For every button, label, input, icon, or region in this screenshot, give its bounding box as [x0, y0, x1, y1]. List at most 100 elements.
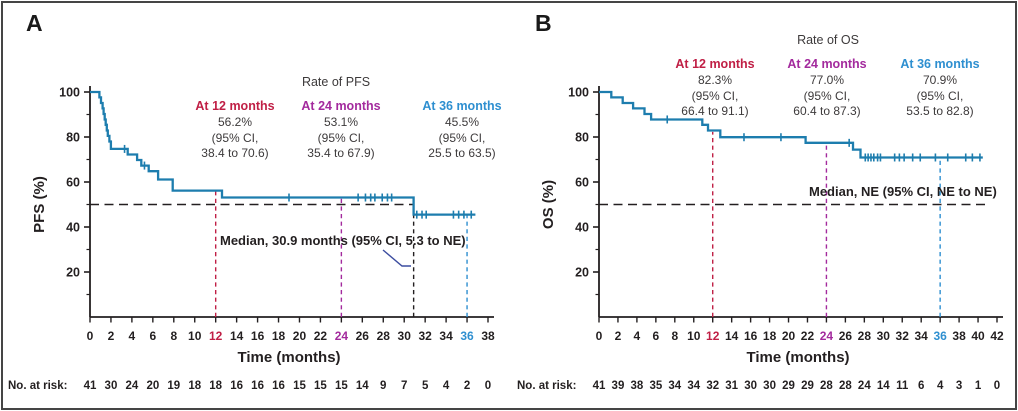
- pfs-24mo-header: At 24 months: [301, 99, 381, 113]
- os-rate-12mo-annotation: At 12 months 82.3% (95% CI, 66.4 to 91.1…: [675, 57, 754, 120]
- km-curve: [599, 90, 983, 159]
- os-median-label: Median, NE (95% CI, NE to NE): [809, 184, 997, 199]
- risk-count: 3: [956, 380, 962, 392]
- x-tick-label: 0: [596, 329, 603, 343]
- risk-count: 41: [593, 380, 606, 392]
- pfs-median-label: Median, 30.9 months (95% CI, 5.3 to NE): [220, 233, 466, 248]
- x-tick-label: 42: [990, 329, 1004, 343]
- panel-letter-b: B: [535, 10, 553, 36]
- risk-count: 38: [631, 380, 644, 392]
- risk-count: 0: [485, 380, 491, 392]
- x-tick-label: 16: [251, 329, 265, 343]
- timepoint-vlines: [712, 131, 941, 317]
- axes: [89, 86, 494, 318]
- os-36mo-ci-line2: 53.5 to 82.8): [906, 104, 974, 119]
- risk-table: No. at risk: 41 39 38 35 34 34 32 31 30 30 29 29 28 28…: [517, 380, 1000, 392]
- x-tick-label: 2: [615, 329, 622, 343]
- y-tick-label: 100: [59, 86, 80, 100]
- x-tick-label: 14: [230, 329, 244, 343]
- x-tick-label: 20: [293, 329, 307, 343]
- x-tick-label: 28: [858, 329, 872, 343]
- risk-count: 19: [167, 380, 180, 392]
- risk-table-label: No. at risk:: [8, 380, 67, 392]
- risk-table: No. at risk: 41 30 24 20 19 18 18 16 16 16 15 15 15 14…: [8, 380, 491, 392]
- x-axis-title: Time (months): [237, 349, 340, 366]
- risk-count: 39: [612, 380, 625, 392]
- x-tick-label: 16: [744, 329, 758, 343]
- panel-os: 20 40 60 80 100 0 2 4 6 8 10 12 14 16 18 20 22 24 26 28 30 32…: [509, 0, 1018, 411]
- x-tick-label: 0: [87, 329, 94, 343]
- x-tick-label: 34: [915, 329, 929, 343]
- risk-count: 14: [356, 380, 369, 392]
- x-tick-label: 36: [460, 329, 474, 343]
- risk-count: 16: [230, 380, 243, 392]
- pfs-12mo-value: 56.2%: [217, 114, 253, 129]
- y-tick-label: 20: [66, 266, 80, 280]
- x-axis-ticks: 0 2 4 6 8 10 12 14 16 18 20 22 24 26 28 30 32 34 36 38 40 42: [596, 317, 1004, 343]
- risk-count: 24: [858, 380, 871, 392]
- y-axis-title: OS (%): [540, 180, 557, 229]
- os-rate-24mo-annotation: At 24 months 77.0% (95% CI, 60.4 to 87.3…: [787, 57, 866, 120]
- x-tick-label: 4: [129, 329, 136, 343]
- x-tick-label: 38: [481, 329, 495, 343]
- x-tick-label: 34: [439, 329, 453, 343]
- x-tick-label: 24: [820, 329, 834, 343]
- os-rate-36mo-annotation: At 36 months 70.9% (95% CI, 53.5 to 82.8…: [900, 57, 979, 120]
- y-tick-label: 40: [66, 221, 80, 235]
- pfs-12mo-ci-line1: (95% CI,: [211, 130, 259, 145]
- x-tick-label: 36: [933, 329, 947, 343]
- x-axis-title: Time (months): [746, 349, 849, 366]
- risk-count: 29: [782, 380, 795, 392]
- x-tick-label: 28: [377, 329, 391, 343]
- os-36mo-ci-line1: (95% CI,: [916, 88, 964, 103]
- x-tick-label: 8: [671, 329, 678, 343]
- y-tick-label: 60: [66, 176, 80, 190]
- y-tick-label: 40: [575, 221, 589, 235]
- risk-count: 28: [820, 380, 833, 392]
- pfs-12mo-header: At 12 months: [195, 99, 275, 113]
- y-axis-ticks: 20 40 60 80 100: [59, 86, 90, 296]
- risk-count: 41: [84, 380, 97, 392]
- pfs-36mo-ci-line1: (95% CI,: [438, 130, 486, 145]
- x-tick-label: 8: [170, 329, 177, 343]
- x-tick-label: 22: [801, 329, 815, 343]
- x-tick-label: 38: [952, 329, 966, 343]
- risk-count: 14: [877, 380, 890, 392]
- censor-marks: [666, 115, 981, 162]
- x-tick-label: 26: [356, 329, 370, 343]
- x-tick-label: 12: [209, 329, 223, 343]
- pfs-24mo-ci-line1: (95% CI,: [317, 130, 365, 145]
- y-axis-ticks: 20 40 60 80 100: [568, 86, 599, 296]
- risk-count: 4: [443, 380, 450, 392]
- risk-count: 5: [422, 380, 429, 392]
- x-tick-label: 32: [418, 329, 432, 343]
- risk-table-label: No. at risk:: [517, 380, 576, 392]
- timepoint-vlines: [214, 190, 468, 317]
- x-tick-label: 18: [763, 329, 777, 343]
- x-tick-label: 4: [634, 329, 641, 343]
- risk-count: 29: [801, 380, 814, 392]
- pfs-rate-12mo-annotation: At 12 months 56.2% (95% CI, 38.4 to 70.6…: [195, 99, 274, 162]
- pfs-rate-24mo-annotation: At 24 months 53.1% (95% CI, 35.4 to 67.9…: [301, 99, 380, 162]
- x-tick-label: 6: [149, 329, 156, 343]
- pfs-24mo-value: 53.1%: [323, 114, 359, 129]
- x-tick-label: 14: [725, 329, 739, 343]
- x-tick-label: 12: [706, 329, 720, 343]
- pfs-12mo-ci-line2: 38.4 to 70.6): [201, 146, 269, 161]
- rate-of-pfs-title: Rate of PFS: [301, 75, 371, 89]
- x-tick-label: 24: [335, 329, 349, 343]
- risk-count: 24: [125, 380, 138, 392]
- risk-count: 0: [994, 380, 1000, 392]
- risk-count: 15: [293, 380, 306, 392]
- risk-count: 30: [744, 380, 757, 392]
- os-36mo-header: At 36 months: [900, 57, 980, 71]
- risk-count: 4: [937, 380, 944, 392]
- panel-pfs: 20 40 60 80 100 0 2 4 6 8 10 12 14 16 18 20 22 24 26 28 30 32…: [8, 10, 502, 393]
- os-24mo-ci-line2: 60.4 to 87.3): [793, 104, 861, 119]
- x-tick-label: 6: [653, 329, 660, 343]
- y-tick-label: 80: [575, 131, 589, 145]
- risk-count: 15: [314, 380, 327, 392]
- pfs-36mo-value: 45.5%: [444, 114, 480, 129]
